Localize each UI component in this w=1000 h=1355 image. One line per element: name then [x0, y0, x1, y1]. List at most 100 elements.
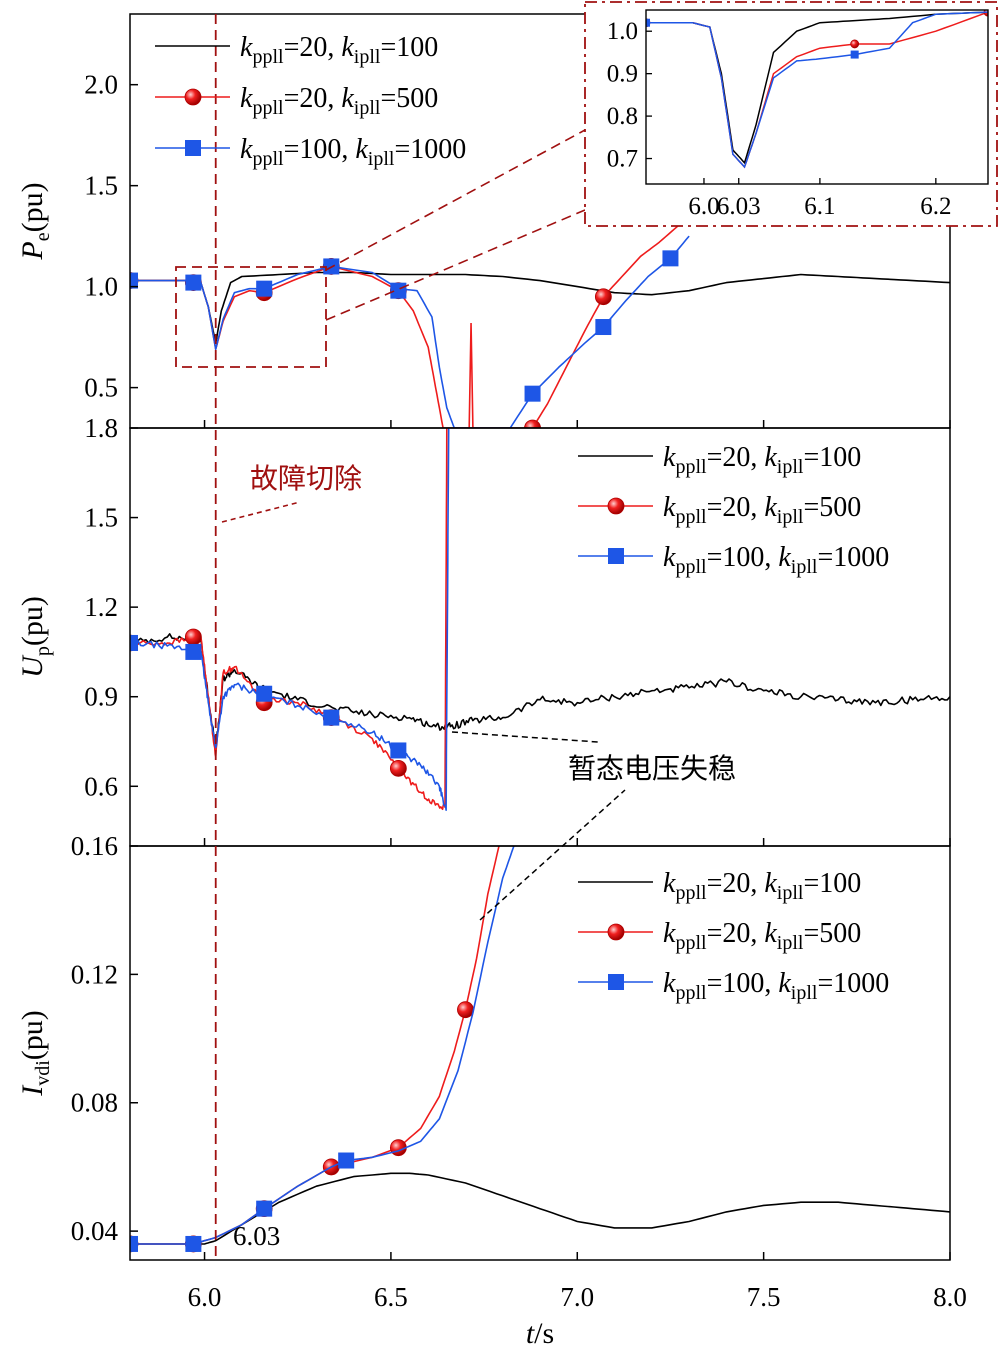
series-marker-2-3-4: [323, 709, 340, 726]
ylabel-2: Up(pu): [16, 596, 54, 678]
pe-glitch: [468, 322, 474, 428]
legend-ivdi-label-1-k1: k: [663, 868, 676, 899]
panel-3-series: [130, 846, 950, 1253]
legend-ivdi-label-1-v1: =20,: [707, 868, 765, 899]
ytick-label-3-4: 0.16: [71, 831, 118, 861]
instability-leader-down: [479, 789, 626, 921]
legend-ivdi-label-1-s1: ppll: [675, 882, 707, 904]
series-marker-2-3-2: [185, 643, 202, 660]
legend-up-marker-3: [608, 548, 624, 564]
ylabel-unit-3: (pu): [16, 1010, 49, 1060]
series-marker-2-3-3: [256, 685, 273, 702]
ytick-label-2-5: 1.8: [84, 413, 118, 443]
ylabel-main-1: P: [16, 241, 49, 260]
ytick-label-1-1: 0.5: [84, 373, 118, 403]
ytick-label-3-3: 0.12: [71, 959, 118, 989]
panel-1-series: [130, 225, 950, 428]
legend-ivdi-label-3-v2: =1000: [817, 968, 889, 999]
ytick-label-2-2: 0.9: [84, 682, 118, 712]
inset-marker-3-1: [646, 18, 650, 27]
series-marker-1-3-7: [595, 319, 612, 336]
series-line-2-1: [130, 633, 950, 752]
ytick-label-1-2: 1.0: [84, 272, 118, 302]
legend-up-label-2-k2: k: [764, 492, 777, 523]
legend-ivdi-marker-2: [607, 923, 625, 941]
legend-ivdi-label-1-v2: =100: [803, 868, 861, 899]
xlabel-unit: /s: [534, 1317, 554, 1350]
ylabel-3: Ivdi(pu): [16, 1010, 54, 1097]
legend-up-label-1-s1: ppll: [675, 456, 707, 478]
ytick-label-2-3: 1.2: [84, 592, 118, 622]
legend-pe-label-3-s1: ppll: [252, 148, 284, 170]
fault-clear-leader: [221, 501, 301, 523]
ylabel-sub-1: e: [32, 232, 54, 241]
series-marker-2-2-2: [184, 628, 202, 646]
ytick-label-2-4: 1.5: [84, 503, 118, 533]
inset-marker-2-2: [850, 39, 860, 49]
legend-up-label-3-v2: =1000: [817, 542, 889, 573]
panel-3-axes: 0.04 0.08 0.12 0.16 Ivdi(pu): [16, 831, 951, 1261]
inset-line-3: [646, 11, 988, 169]
panel-2-axes: 0.6 0.9 1.2 1.5 1.8 Up(pu): [16, 413, 951, 847]
xtick-label-2: 6.5: [374, 1282, 408, 1312]
series-marker-3-3-1: [130, 1235, 138, 1252]
legend-up-label-1-s2: ipll: [777, 456, 804, 478]
xlabel-main: t: [526, 1317, 535, 1350]
legend-up-label-1: kppll=20, kipll=100: [663, 442, 861, 478]
legend-up-label-2-v2: =500: [803, 492, 861, 523]
series-marker-3-2-6: [457, 1001, 474, 1019]
legend-up-label-2-v1: =20,: [707, 492, 765, 523]
legend-up-label-2: kppll=20, kipll=500: [663, 492, 861, 528]
series-line-2-2: [130, 428, 448, 811]
legend-pe-label-1-k2: k: [341, 32, 354, 63]
legend-pe-label-3-k2: k: [355, 134, 368, 165]
ylabel-sub-2: p: [32, 646, 54, 656]
legend-pe-label-2-v1: =20,: [284, 83, 342, 114]
legend-pe-label-3-k1: k: [240, 134, 253, 165]
legend-ivdi-marker-3: [608, 974, 624, 990]
series-marker-1-3-2: [185, 274, 202, 291]
x-axis-labels: 6.0 6.5 7.0 7.5 8.0 t/s: [188, 1282, 967, 1350]
legend-up-label-3-s1: ppll: [675, 556, 707, 578]
legend-ivdi-label-2-k1: k: [663, 918, 676, 949]
legend-pe-label-3-v2: =1000: [394, 134, 466, 165]
legend-up-label-3-v1: =100,: [707, 542, 779, 573]
legend-pe-label-3-s2: ipll: [368, 148, 395, 170]
inset-series: [646, 10, 988, 169]
legend-ivdi-label-1-s2: ipll: [777, 882, 804, 904]
legend-pe-marker-2: [184, 88, 202, 106]
legend-pe-label-1-v2: =100: [380, 32, 438, 63]
legend-up-label-3: kppll=100, kipll=1000: [663, 542, 889, 578]
ylabel-main-3: I: [16, 1084, 49, 1097]
zoom-connector-2: [325, 129, 586, 271]
legend-pe-label-2: kppll=20, kipll=500: [240, 83, 438, 119]
legend-pe-label-1-k1: k: [240, 32, 253, 63]
ytick-label-3-1: 0.04: [71, 1216, 119, 1246]
zoom-connector-1: [325, 209, 586, 321]
inset-ytick-label-3: 0.9: [607, 61, 638, 88]
inset-xtick-label-2: 6.03: [717, 193, 761, 220]
series-marker-3-3-2: [185, 1235, 202, 1252]
ytick-label-3-2: 0.08: [71, 1088, 118, 1118]
legend-ivdi-label-3-s1: ppll: [675, 982, 707, 1004]
inset-xtick-label-3: 6.1: [804, 193, 835, 220]
legend-up-label-3-k1: k: [663, 542, 676, 573]
series-marker-1-3-6: [524, 385, 541, 402]
series-line-3-2: [130, 846, 500, 1245]
legend-up-label-1-v1: =20,: [707, 442, 765, 473]
legend-ivdi-label-3-k1: k: [663, 968, 676, 999]
inset-marker-3-2: [850, 50, 859, 59]
instability-leader-up: [451, 731, 599, 743]
inset-frame: [645, 9, 989, 185]
series-marker-2-3-5: [390, 742, 407, 759]
xtick-label-4: 7.5: [747, 1282, 781, 1312]
xtick-label-1: 6.0: [188, 1282, 222, 1312]
series-marker-2-2-5: [389, 759, 407, 777]
legend-ivdi-label-1-k2: k: [764, 868, 777, 899]
legend-pe-label-1-s2: ipll: [354, 46, 381, 68]
legend-pe-label-1-s1: ppll: [252, 46, 284, 68]
legend-ivdi-label-1: kppll=20, kipll=100: [663, 868, 861, 904]
